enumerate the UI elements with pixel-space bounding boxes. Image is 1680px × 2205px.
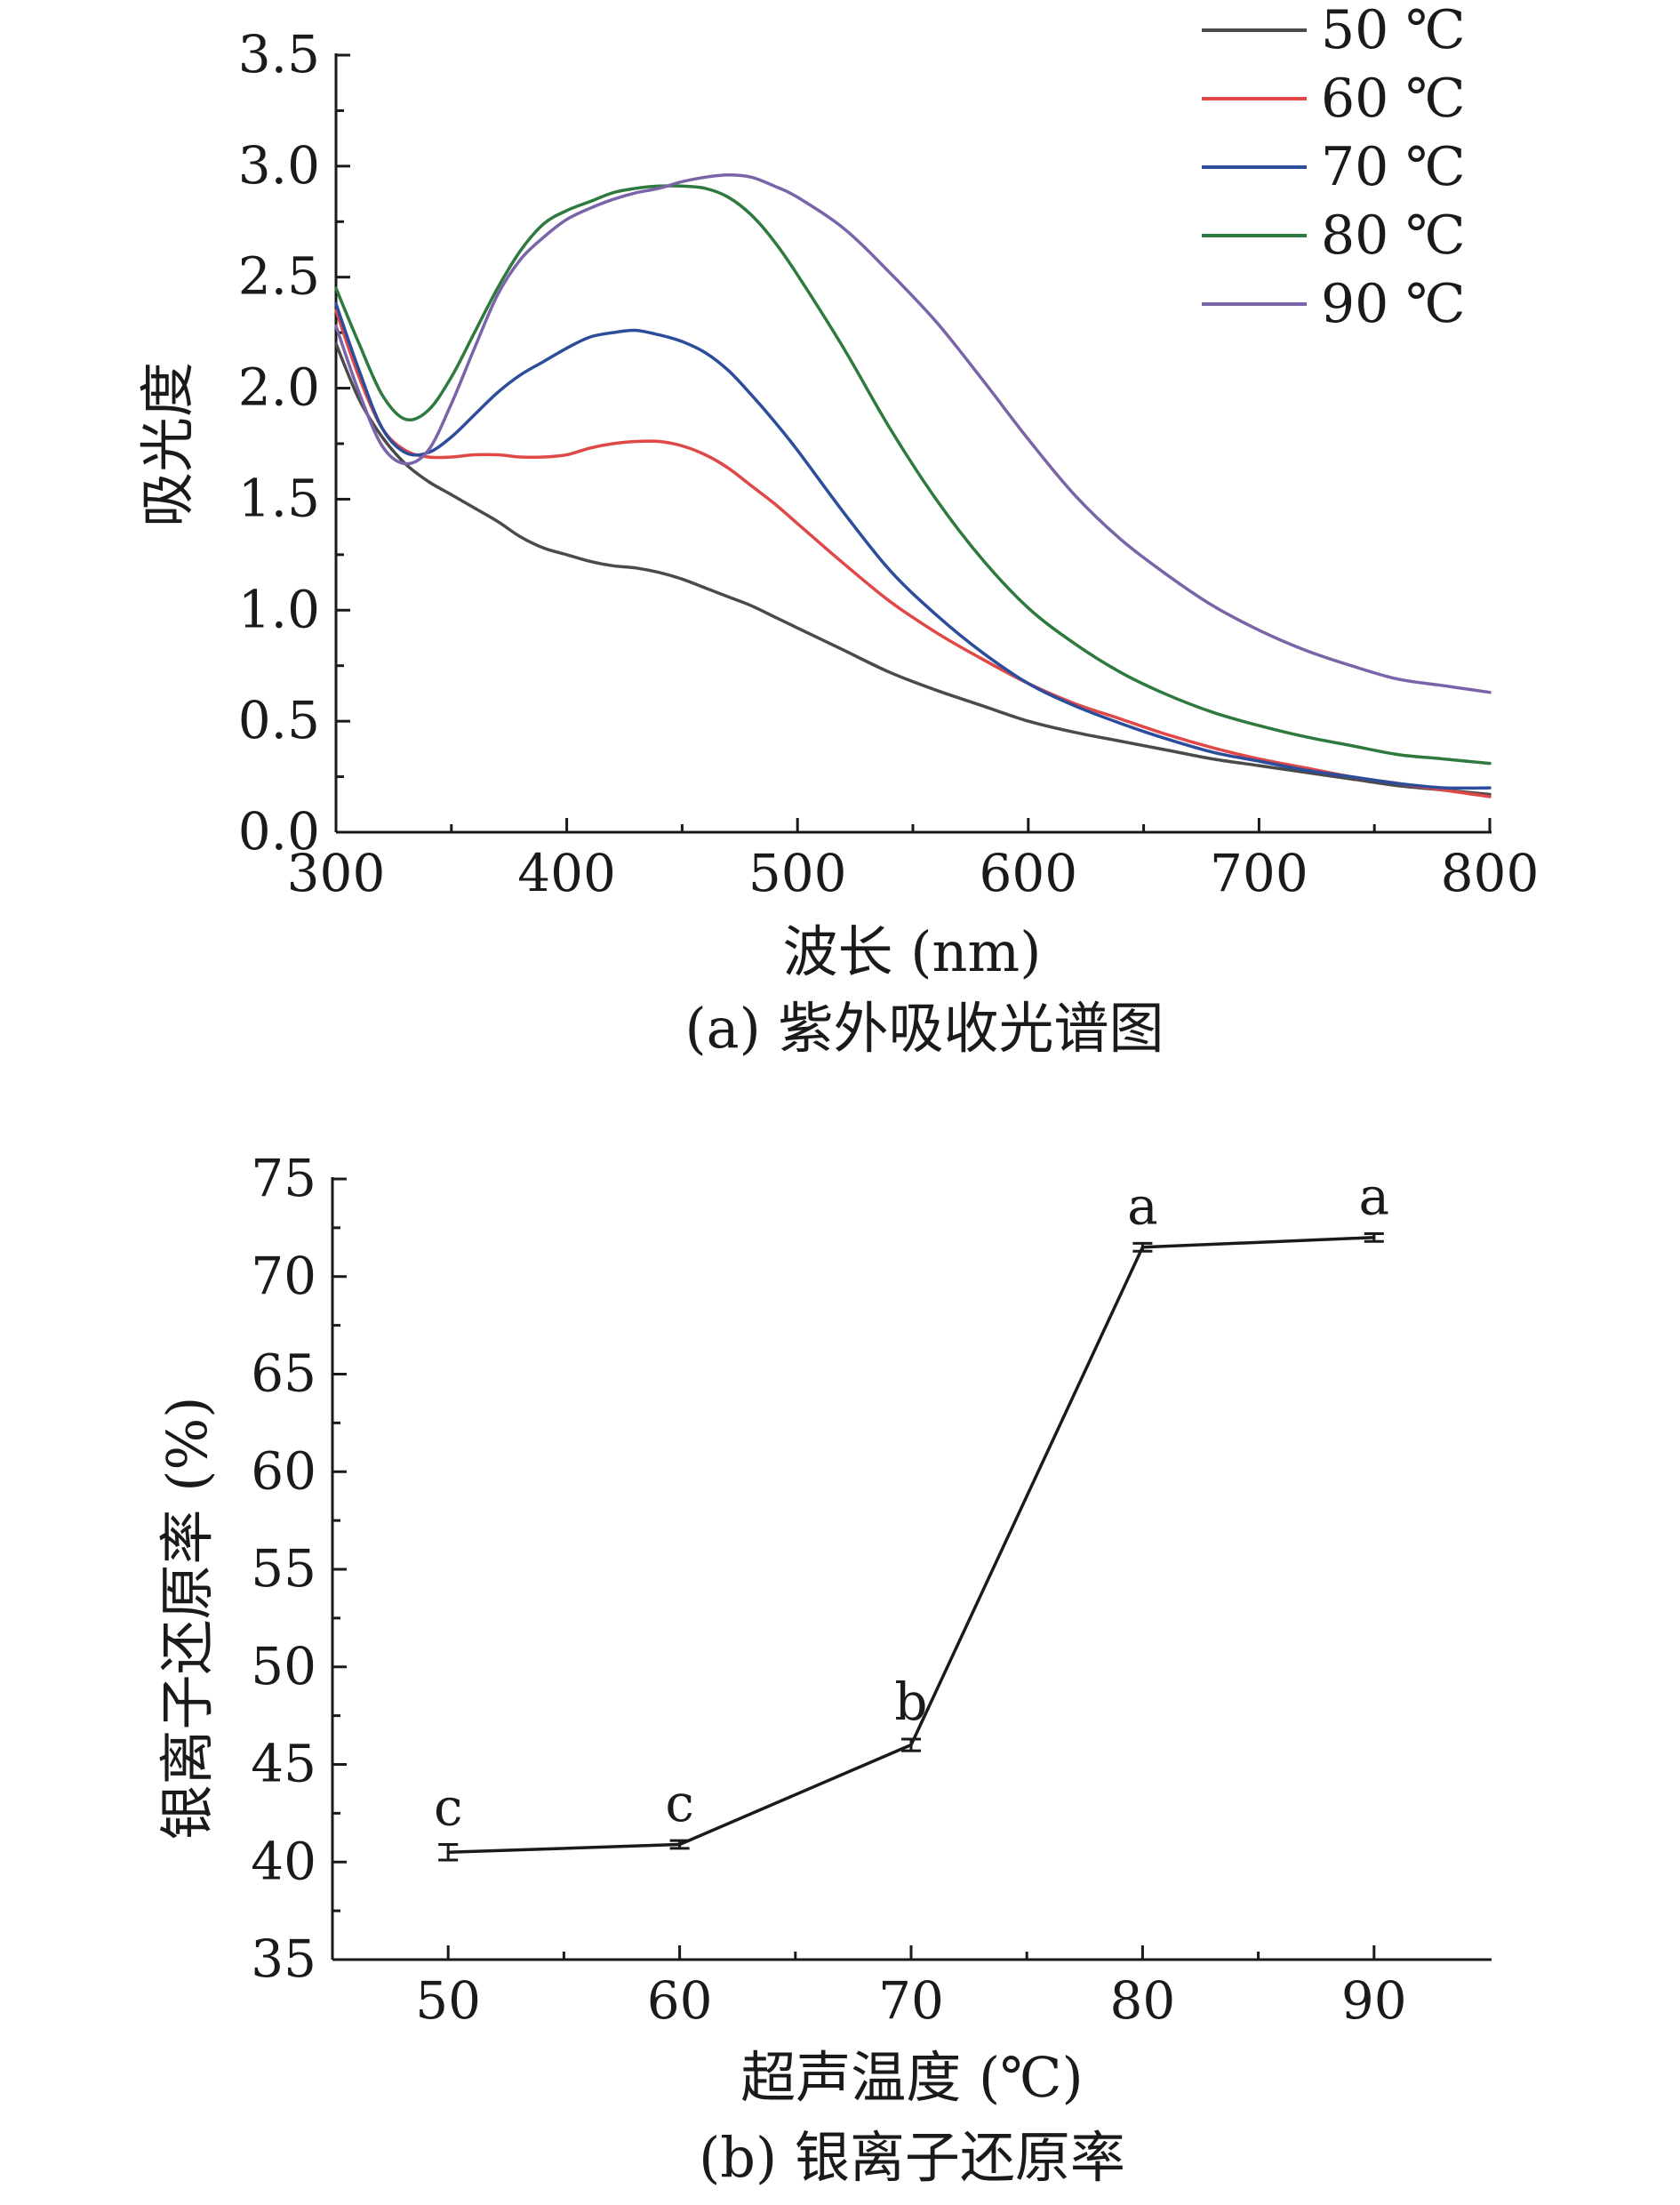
chart-a-xlabel: 波长 (nm): [783, 919, 1042, 984]
chart-a-ylabel: 吸光度: [135, 362, 200, 527]
x-tick-label: 600: [979, 843, 1077, 903]
y-tick-label: 60: [251, 1440, 316, 1501]
y-tick-label: 2.5: [238, 246, 320, 307]
chart-b-ylabel: 银离子还原率 (%): [155, 1397, 220, 1840]
chart-a-axes: [334, 53, 1492, 834]
x-tick-label: 300: [287, 843, 386, 903]
x-tick-label: 500: [748, 843, 847, 903]
series-line-70: [334, 301, 1492, 790]
x-tick-label: 50: [415, 1970, 481, 2031]
y-tick-label: 45: [251, 1734, 316, 1794]
chart-a-caption: (a) 紫外吸收光谱图: [684, 996, 1164, 1061]
series-line-0: [446, 1236, 1376, 1855]
x-tick-label: 80: [1109, 1970, 1175, 2031]
uv-absorption-chart: 300 400 500 600 700 800 0.0 0.5 1.0 1.5 2.0 2.5 3.0 3…: [135, 0, 1539, 1061]
chart-b-series: c c b a a: [434, 1166, 1390, 1862]
legend-entry: 80 ℃: [1321, 204, 1466, 267]
series-line-60: [334, 309, 1492, 798]
y-tick-label: 2.0: [238, 357, 320, 418]
series-line-50: [334, 341, 1492, 797]
y-tick-label: 75: [251, 1148, 316, 1208]
y-tick-label: 35: [251, 1928, 316, 1989]
legend-entry: 50 ℃: [1321, 0, 1466, 61]
y-tick-label: 0.0: [238, 801, 320, 862]
significance-label: b: [894, 1672, 927, 1732]
y-tick-label: 3.0: [238, 135, 320, 196]
chart-a-legend: 50 ℃ 60 ℃70 ℃80 ℃90 ℃: [1202, 0, 1466, 335]
series-line-90: [334, 173, 1492, 694]
y-tick-label: 1.5: [238, 468, 320, 528]
chart-b-ticks: 50 60 70 80 90 35 40 45 50 55 60 65 70 75: [251, 1148, 1407, 2031]
y-tick-label: 65: [251, 1343, 316, 1404]
legend-entry: 60 ℃: [1321, 68, 1466, 130]
y-tick-label: 3.5: [238, 24, 320, 84]
y-tick-label: 70: [251, 1246, 316, 1306]
x-tick-label: 800: [1441, 843, 1540, 903]
chart-a-ticks: 300 400 500 600 700 800 0.0 0.5 1.0 1.5 2.0 2.5 3.0 3…: [238, 24, 1540, 903]
legend-entry: 90 ℃: [1321, 273, 1466, 335]
series-line-80: [334, 184, 1492, 766]
legend-entry: 70 ℃: [1321, 136, 1466, 198]
x-tick-label: 400: [517, 843, 616, 903]
x-tick-label: 70: [878, 1970, 944, 2031]
y-tick-label: 0.5: [238, 690, 320, 750]
x-tick-label: 700: [1210, 843, 1308, 903]
significance-label: c: [434, 1776, 462, 1837]
chart-a-series-lines: [334, 173, 1492, 798]
chart-b-axes: [331, 1177, 1492, 1961]
significance-label: a: [1359, 1166, 1390, 1226]
y-tick-label: 40: [251, 1831, 316, 1891]
chart-b-caption: (b) 银离子还原率: [699, 2125, 1125, 2190]
silver-reduction-chart: 50 60 70 80 90 35 40 45 50 55 60 65 70 75 c c b a a 超声温度 …: [155, 1148, 1492, 2190]
significance-label: c: [665, 1773, 693, 1833]
chart-b-xlabel: 超声温度 (℃): [740, 2045, 1083, 2110]
x-tick-label: 60: [647, 1970, 713, 2031]
y-tick-label: 50: [251, 1636, 316, 1696]
y-tick-label: 55: [251, 1538, 316, 1599]
y-tick-label: 1.0: [238, 579, 320, 639]
significance-label: a: [1127, 1175, 1158, 1236]
x-tick-label: 90: [1341, 1970, 1407, 2031]
